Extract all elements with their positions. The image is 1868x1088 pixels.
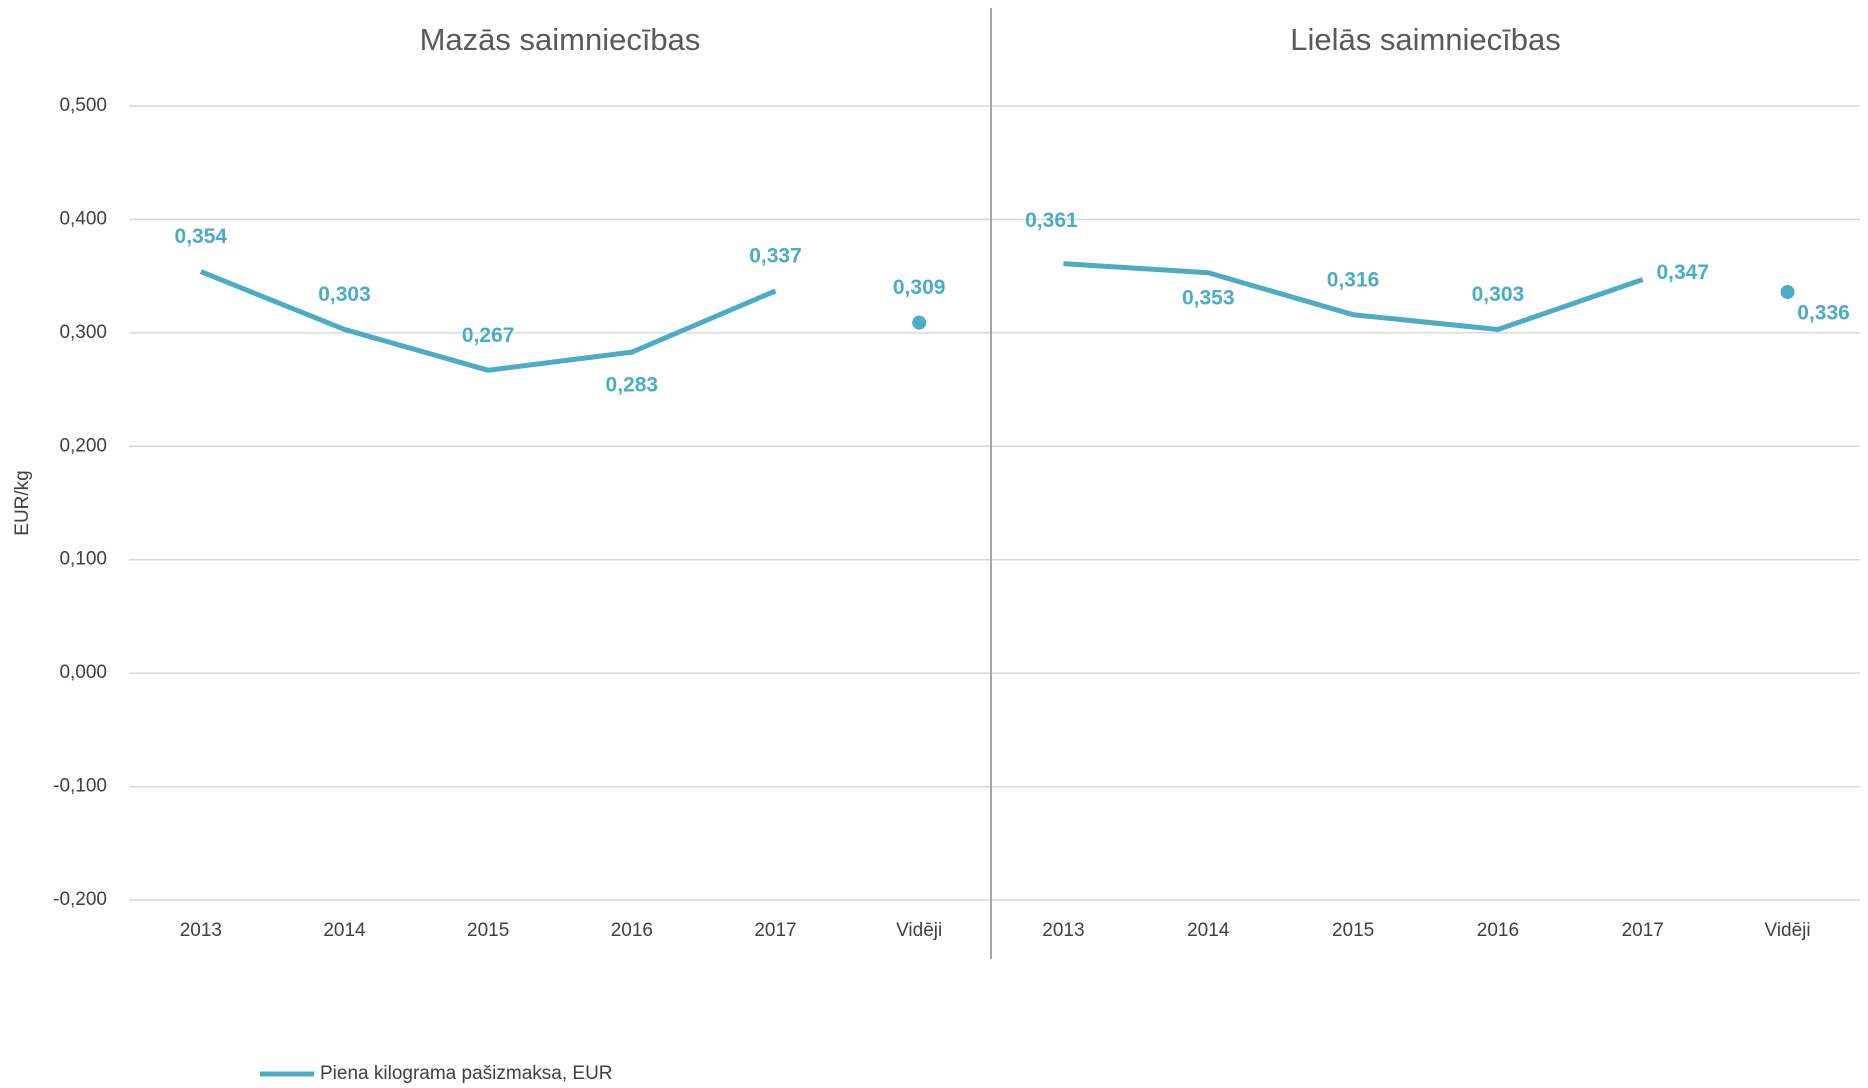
x-tick-label: 2013 [1042,920,1084,941]
data-label: 0,316 [1327,268,1380,291]
y-tick-label: 0,000 [59,662,107,683]
x-tick-label: Vidēji [1765,920,1811,941]
panel-title: Mazās saimniecības [420,22,701,57]
average-point [912,315,927,330]
y-tick-label: -0,200 [53,889,107,910]
data-label: 0,303 [1472,283,1525,306]
y-tick-label: 0,200 [59,435,107,456]
data-label: 0,283 [606,374,659,397]
panel-title: Lielās saimniecības [1290,22,1561,57]
y-tick-label: 0,300 [59,322,107,343]
y-tick-label: -0,100 [53,776,107,797]
data-label: 0,361 [1025,209,1078,232]
x-tick-label: 2017 [754,920,796,941]
x-tick-label: 2014 [1187,920,1230,941]
x-tick-label: 2014 [323,920,366,941]
x-tick-label: 2016 [611,920,653,941]
y-axis-title: EUR/kg [12,470,33,535]
y-tick-label: 0,500 [59,95,107,116]
data-label: 0,267 [462,324,515,347]
y-tick-label: 0,100 [59,549,107,570]
x-tick-label: Vidēji [896,920,942,941]
x-tick-label: 2013 [180,920,222,941]
line [199,269,777,373]
x-tick-label: 2015 [1332,920,1374,941]
average-point [1780,285,1795,300]
data-label: 0,303 [318,283,371,306]
x-tick-label: 2016 [1477,920,1519,941]
data-label: 0,354 [175,225,228,248]
legend-label: Piena kilograma pašizmaksa, EUR [320,1063,613,1084]
data-label: 0,353 [1182,286,1235,309]
x-tick-label: 2015 [467,920,509,941]
data-label: 0,309 [893,276,946,299]
data-label: 0,336 [1797,302,1850,325]
data-label: 0,347 [1656,261,1709,284]
line [1063,261,1644,332]
x-tick-label: 2017 [1622,920,1664,941]
y-tick-label: 0,400 [59,208,107,229]
data-label: 0,337 [749,244,802,267]
